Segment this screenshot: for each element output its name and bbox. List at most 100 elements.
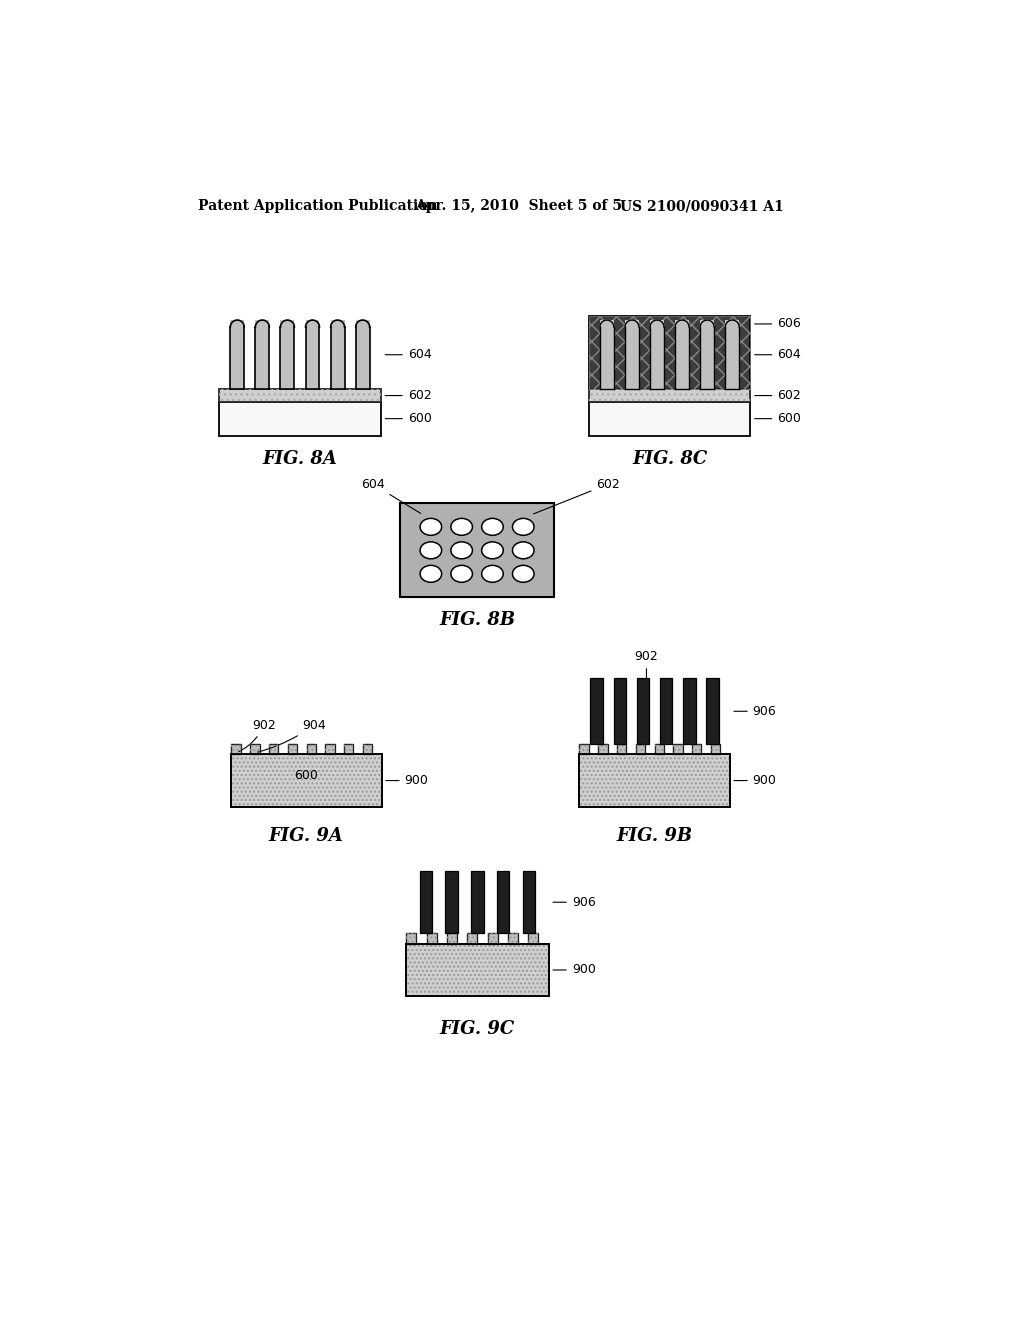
Text: 600: 600 bbox=[294, 768, 318, 781]
Text: 606: 606 bbox=[755, 317, 801, 330]
Bar bbox=[420, 871, 432, 933]
Bar bbox=[427, 933, 437, 944]
Ellipse shape bbox=[420, 543, 441, 558]
Polygon shape bbox=[700, 321, 714, 327]
Bar bbox=[528, 933, 539, 944]
Text: FIG. 8B: FIG. 8B bbox=[439, 611, 515, 630]
Bar bbox=[711, 743, 720, 755]
Text: 604: 604 bbox=[360, 478, 421, 513]
Ellipse shape bbox=[451, 543, 472, 558]
Bar bbox=[613, 678, 626, 743]
Bar bbox=[692, 743, 701, 755]
Bar bbox=[306, 743, 315, 755]
Text: 906: 906 bbox=[734, 705, 776, 718]
Bar bbox=[362, 743, 372, 755]
Bar bbox=[231, 755, 382, 807]
Text: US 2100/0090341 A1: US 2100/0090341 A1 bbox=[620, 199, 783, 213]
Bar bbox=[508, 933, 518, 944]
Bar bbox=[725, 321, 739, 389]
Bar bbox=[692, 743, 701, 755]
Bar bbox=[407, 944, 549, 997]
Text: 906: 906 bbox=[553, 896, 596, 908]
Text: 602: 602 bbox=[385, 389, 431, 403]
Polygon shape bbox=[230, 321, 244, 327]
Bar bbox=[591, 678, 603, 743]
Text: 902: 902 bbox=[239, 718, 275, 751]
Bar bbox=[250, 743, 259, 755]
Bar bbox=[344, 743, 353, 755]
Bar bbox=[523, 871, 536, 933]
Bar bbox=[255, 321, 269, 389]
Bar bbox=[487, 933, 498, 944]
Bar bbox=[711, 743, 720, 755]
Text: FIG. 9A: FIG. 9A bbox=[268, 828, 344, 845]
Bar bbox=[219, 401, 381, 436]
Polygon shape bbox=[675, 321, 689, 327]
Text: FIG. 9C: FIG. 9C bbox=[439, 1019, 515, 1038]
Text: 904: 904 bbox=[258, 718, 326, 752]
Ellipse shape bbox=[451, 519, 472, 536]
Bar bbox=[230, 321, 244, 389]
Bar bbox=[707, 678, 719, 743]
Bar bbox=[580, 755, 730, 807]
Text: 900: 900 bbox=[553, 964, 596, 977]
Text: 600: 600 bbox=[755, 412, 801, 425]
Bar bbox=[580, 755, 730, 807]
Polygon shape bbox=[305, 321, 319, 327]
Ellipse shape bbox=[420, 565, 441, 582]
Polygon shape bbox=[255, 321, 269, 327]
Bar bbox=[467, 933, 477, 944]
Bar bbox=[288, 743, 297, 755]
Text: 604: 604 bbox=[385, 348, 431, 362]
Bar bbox=[637, 678, 649, 743]
Text: 602: 602 bbox=[755, 389, 801, 403]
Bar bbox=[675, 321, 689, 389]
Bar bbox=[636, 743, 645, 755]
Polygon shape bbox=[725, 321, 739, 327]
Bar bbox=[650, 321, 664, 389]
Text: FIG. 8C: FIG. 8C bbox=[632, 450, 708, 467]
Bar bbox=[306, 743, 315, 755]
Bar bbox=[471, 871, 483, 933]
Bar bbox=[344, 743, 353, 755]
Polygon shape bbox=[331, 321, 344, 327]
Bar bbox=[497, 871, 509, 933]
Bar bbox=[598, 743, 607, 755]
Bar bbox=[326, 743, 335, 755]
Ellipse shape bbox=[512, 519, 535, 536]
Bar bbox=[467, 933, 477, 944]
Bar bbox=[636, 743, 645, 755]
Text: 604: 604 bbox=[755, 348, 801, 362]
Bar bbox=[446, 933, 457, 944]
Bar bbox=[407, 933, 417, 944]
Bar bbox=[269, 743, 279, 755]
Bar bbox=[355, 321, 370, 389]
Bar bbox=[528, 933, 539, 944]
Bar bbox=[331, 321, 344, 389]
Bar bbox=[580, 743, 589, 755]
Bar bbox=[674, 743, 683, 755]
Ellipse shape bbox=[481, 565, 503, 582]
Bar bbox=[231, 743, 241, 755]
Bar bbox=[407, 944, 549, 997]
Polygon shape bbox=[650, 321, 664, 327]
Bar bbox=[683, 678, 695, 743]
Bar bbox=[660, 678, 673, 743]
Polygon shape bbox=[355, 321, 370, 327]
Bar bbox=[700, 321, 714, 389]
Ellipse shape bbox=[451, 565, 472, 582]
Ellipse shape bbox=[420, 519, 441, 536]
Ellipse shape bbox=[481, 543, 503, 558]
Text: FIG. 8A: FIG. 8A bbox=[262, 450, 337, 467]
Bar bbox=[362, 743, 372, 755]
Bar bbox=[589, 317, 751, 389]
Bar bbox=[589, 317, 751, 389]
Bar bbox=[617, 743, 627, 755]
Text: 900: 900 bbox=[386, 774, 429, 787]
Bar bbox=[598, 743, 607, 755]
Bar bbox=[445, 871, 458, 933]
Ellipse shape bbox=[512, 543, 535, 558]
Bar bbox=[654, 743, 664, 755]
Bar bbox=[231, 755, 382, 807]
Text: 602: 602 bbox=[534, 478, 621, 513]
